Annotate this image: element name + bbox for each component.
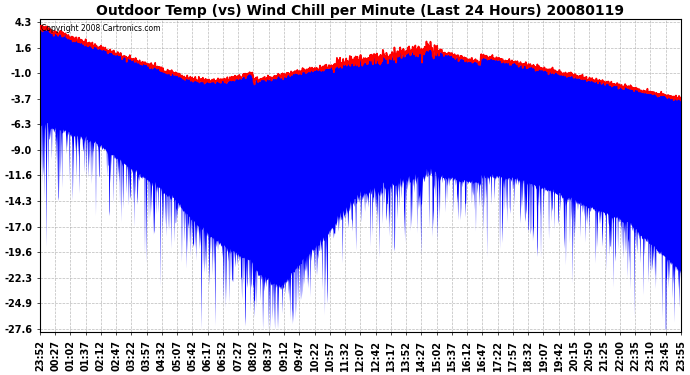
Title: Outdoor Temp (vs) Wind Chill per Minute (Last 24 Hours) 20080119: Outdoor Temp (vs) Wind Chill per Minute … (97, 4, 624, 18)
Text: Copyright 2008 Cartronics.com: Copyright 2008 Cartronics.com (41, 24, 161, 33)
